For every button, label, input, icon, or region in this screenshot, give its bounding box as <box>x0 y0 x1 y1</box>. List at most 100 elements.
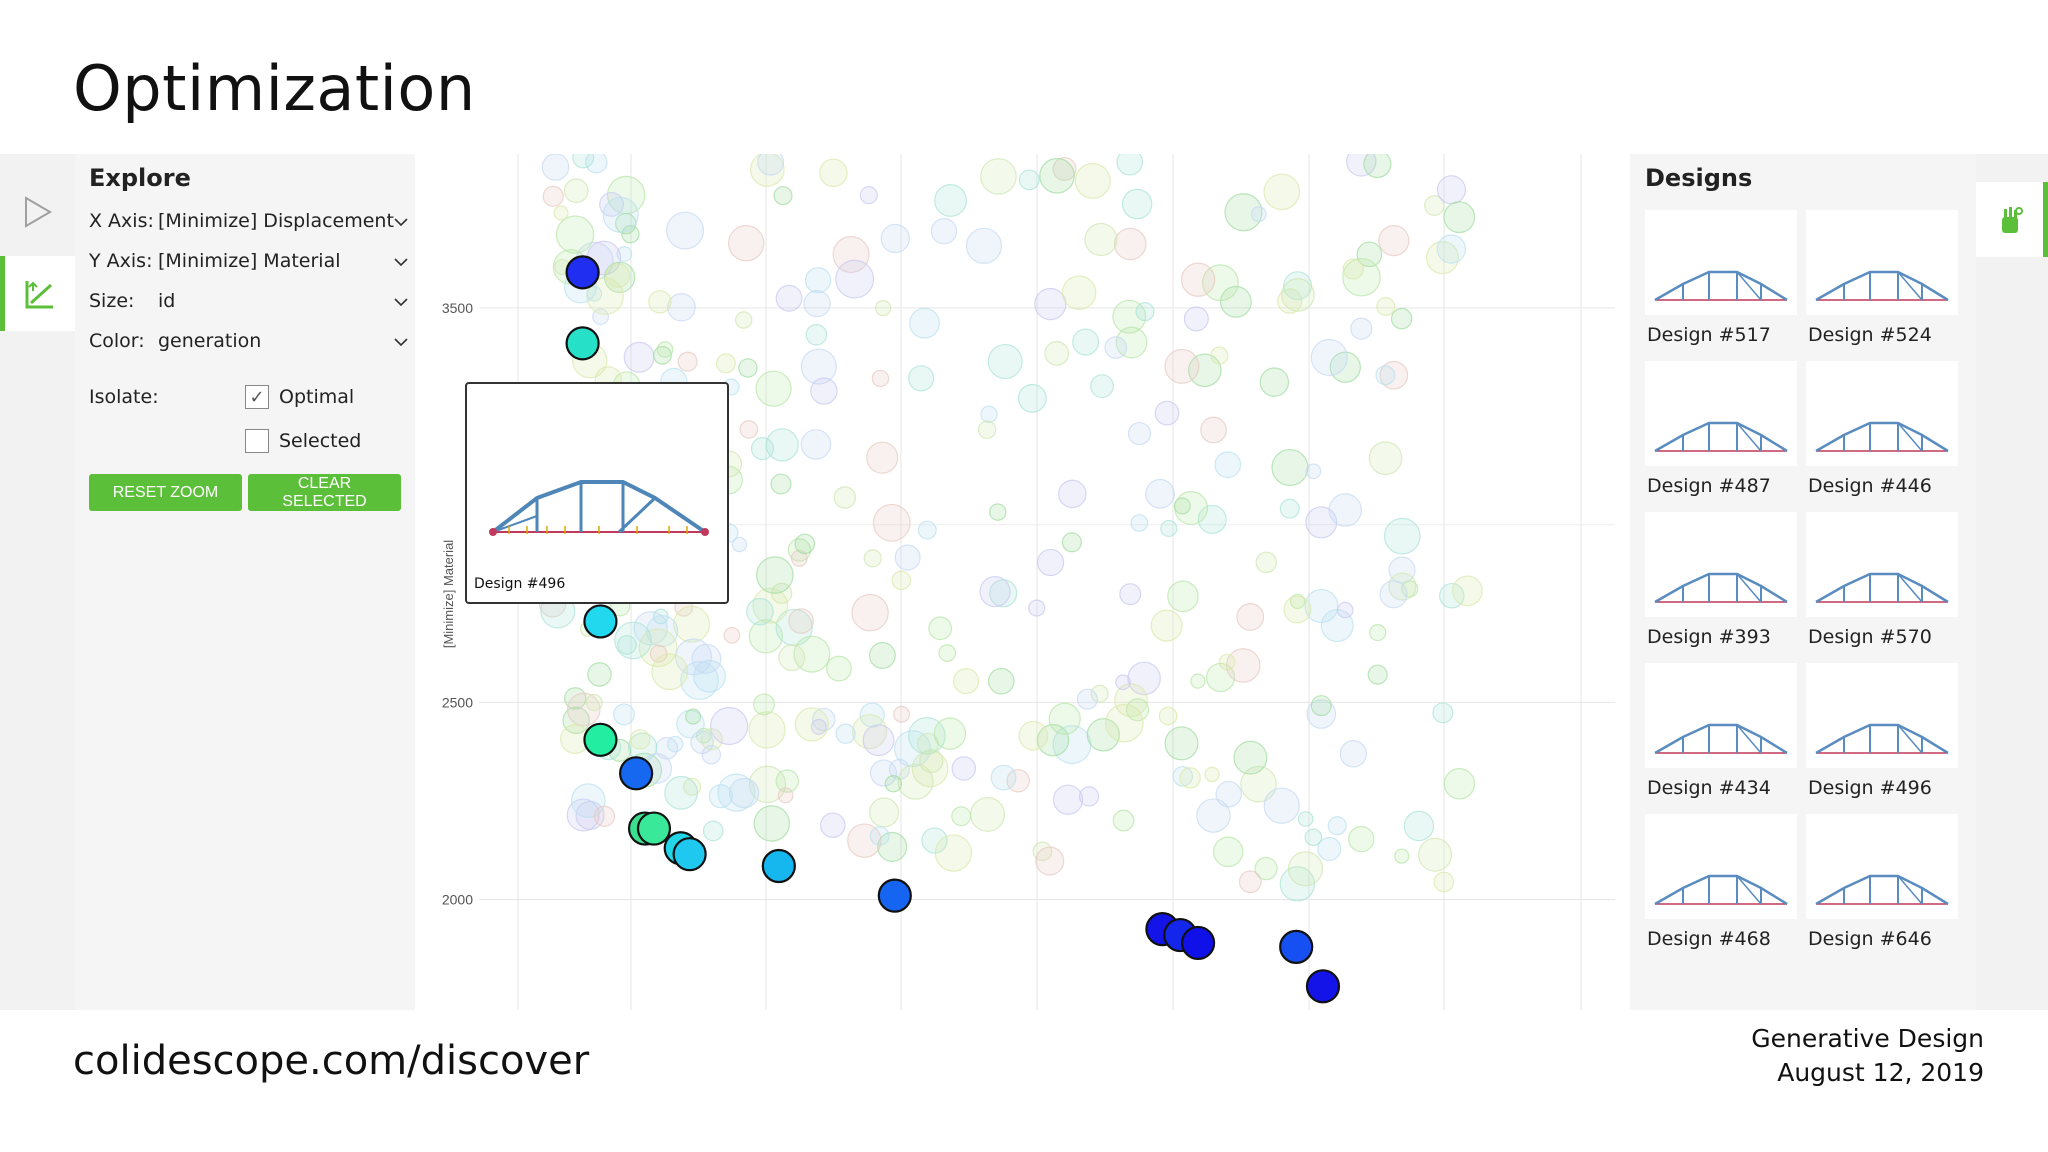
x-axis-select[interactable]: X Axis: [Minimize] Displacement <box>89 204 409 240</box>
design-card[interactable]: Design #434 <box>1645 663 1797 803</box>
design-point-faint <box>572 154 595 169</box>
design-point-faint <box>909 307 940 339</box>
clear-selected-button[interactable]: CLEAR SELECTED <box>248 474 401 511</box>
design-card[interactable]: Design #570 <box>1806 512 1958 652</box>
selected-label: Selected <box>279 430 362 452</box>
design-point-faint <box>979 575 1011 608</box>
optimal-design-point[interactable] <box>672 837 707 872</box>
design-point-faint <box>812 707 836 732</box>
design-point-faint <box>1378 225 1410 257</box>
design-point-faint <box>728 777 760 809</box>
design-point-faint <box>938 644 957 662</box>
explore-tab[interactable] <box>0 256 75 331</box>
design-point-faint <box>928 616 953 641</box>
design-thumbnail[interactable] <box>1645 361 1797 466</box>
design-point-faint <box>810 377 838 405</box>
checkbox-unchecked[interactable] <box>245 429 269 453</box>
design-point-faint <box>1135 302 1155 322</box>
optimal-design-point[interactable] <box>1180 925 1216 961</box>
design-point-faint <box>805 323 828 346</box>
optimal-design-point[interactable] <box>636 811 672 846</box>
design-point-faint <box>977 420 997 439</box>
optimal-design-point[interactable] <box>1279 929 1314 964</box>
design-point-faint <box>1174 491 1209 526</box>
design-point-faint <box>1432 702 1454 724</box>
checkbox-checked[interactable]: ✓ <box>245 385 269 409</box>
design-point-faint <box>585 154 608 174</box>
truss-thumbnail-icon <box>1654 270 1788 302</box>
design-point-faint <box>1367 664 1388 685</box>
optimal-design-point[interactable] <box>583 722 618 757</box>
design-card[interactable]: Design #646 <box>1806 814 1958 954</box>
design-label: Design #487 <box>1647 475 1771 497</box>
design-thumbnail[interactable] <box>1806 512 1958 617</box>
chart-axes-icon <box>25 280 53 308</box>
design-point-faint <box>778 644 806 672</box>
design-point-faint <box>1363 154 1392 179</box>
design-point-faint <box>653 345 672 365</box>
design-card[interactable]: Design #446 <box>1806 361 1958 501</box>
design-thumbnail[interactable] <box>1806 210 1958 315</box>
design-point-faint <box>773 186 793 206</box>
design-thumbnail[interactable] <box>1806 361 1958 466</box>
designer-tab[interactable] <box>1976 182 2048 257</box>
design-point-faint <box>673 605 711 643</box>
design-point-faint <box>749 154 785 187</box>
design-point-faint <box>1350 317 1373 340</box>
design-point-faint <box>685 708 702 725</box>
design-thumbnail[interactable] <box>1806 814 1958 919</box>
design-point-faint <box>1310 338 1348 377</box>
design-thumbnail[interactable] <box>1806 663 1958 768</box>
optimal-design-point[interactable] <box>619 756 654 791</box>
design-point-faint <box>1394 848 1410 864</box>
design-point-faint <box>1238 870 1262 894</box>
selected-checkbox[interactable]: Selected <box>245 426 361 456</box>
design-label: Design #468 <box>1647 928 1771 950</box>
design-card[interactable]: Design #393 <box>1645 512 1797 652</box>
design-card[interactable]: Design #487 <box>1645 361 1797 501</box>
design-card[interactable]: Design #524 <box>1806 210 1958 350</box>
design-point-faint <box>1271 448 1309 487</box>
y-axis-select[interactable]: Y Axis: [Minimize] Material <box>89 244 409 280</box>
design-point-faint <box>1342 258 1364 280</box>
size-select[interactable]: Size: id <box>89 284 409 320</box>
footer-date: August 12, 2019 <box>1777 1058 1984 1087</box>
design-point-faint <box>1127 421 1152 446</box>
color-select[interactable]: Color: generation <box>89 324 409 360</box>
design-thumbnail[interactable] <box>1645 512 1797 617</box>
design-point-faint <box>728 225 765 262</box>
design-point-faint <box>894 730 932 768</box>
design-point-faint <box>1255 551 1278 574</box>
reset-zoom-button[interactable]: RESET ZOOM <box>89 474 242 511</box>
design-point-faint <box>680 661 719 700</box>
design-point-faint <box>1379 580 1408 609</box>
design-point-faint <box>1375 365 1396 386</box>
design-thumbnail[interactable] <box>1645 814 1797 919</box>
design-thumbnail[interactable] <box>1645 663 1797 768</box>
optimal-design-point[interactable] <box>583 604 618 639</box>
design-card[interactable]: Design #496 <box>1806 663 1958 803</box>
design-point-faint <box>1112 299 1147 334</box>
design-point-faint <box>1058 479 1087 509</box>
design-point-faint <box>1061 532 1082 553</box>
optimal-design-point[interactable] <box>877 878 912 913</box>
design-point-faint <box>1036 724 1070 757</box>
design-thumbnail[interactable] <box>1645 210 1797 315</box>
design-point-faint <box>1224 193 1263 232</box>
optimal-design-point[interactable] <box>565 326 600 361</box>
design-point-faint <box>1017 383 1047 413</box>
optimal-design-point[interactable] <box>761 848 796 884</box>
design-point-faint <box>980 405 998 423</box>
optimal-design-point[interactable] <box>1305 969 1341 1004</box>
design-point-faint <box>1180 262 1216 297</box>
design-point-faint <box>1150 609 1183 642</box>
optimal-design-point[interactable] <box>565 255 600 290</box>
design-card[interactable]: Design #468 <box>1645 814 1797 954</box>
truss-thumbnail-icon <box>1815 723 1949 755</box>
design-point-faint <box>847 823 882 858</box>
optimal-checkbox[interactable]: ✓ Optimal <box>245 382 354 412</box>
design-point-faint <box>777 787 794 804</box>
run-tab[interactable] <box>0 174 75 249</box>
y-tick-label: 3500 <box>442 300 473 316</box>
design-card[interactable]: Design #517 <box>1645 210 1797 350</box>
